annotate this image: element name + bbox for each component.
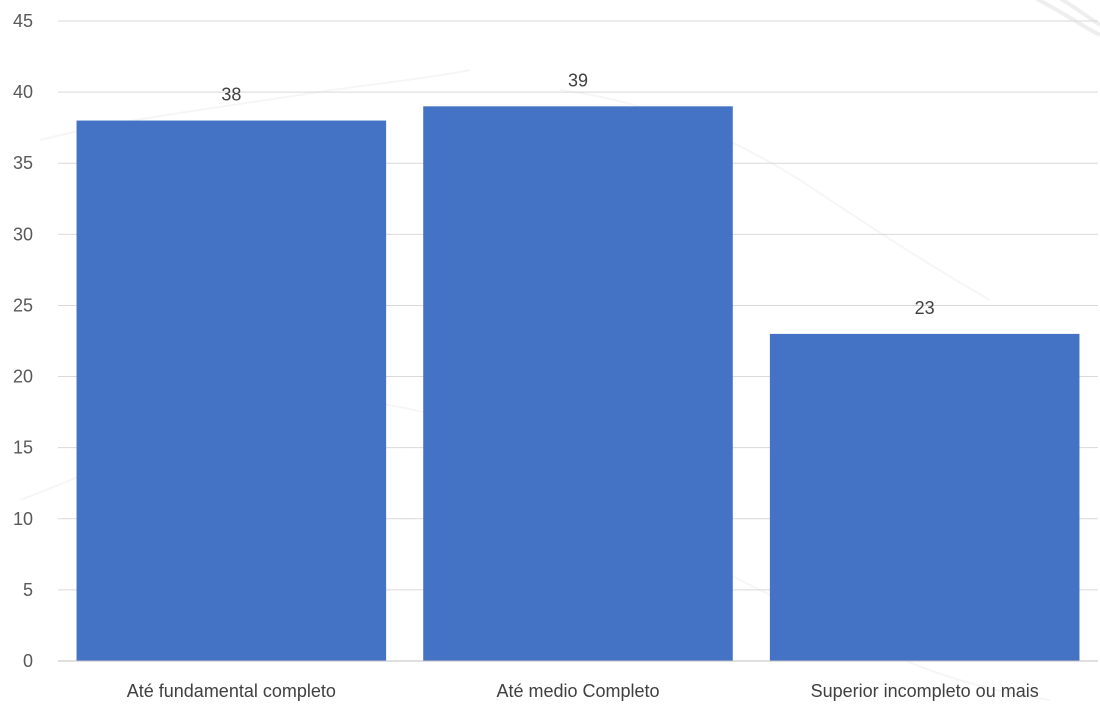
y-tick-label: 15 [13,438,33,458]
bars [76,106,1080,662]
bar [769,333,1080,661]
y-tick-label: 45 [13,11,33,31]
data-label: 39 [568,70,588,90]
bar [423,106,733,662]
y-axis-tick-labels: 0 5 10 15 20 25 30 35 40 45 [13,11,33,671]
bar [76,120,387,662]
y-tick-label: 20 [13,367,33,387]
y-tick-label: 35 [13,153,33,173]
y-tick-label: 30 [13,224,33,244]
x-category-label: Até fundamental completo [127,681,336,701]
x-category-label: Superior incompleto ou mais [811,681,1039,701]
x-axis-category-labels: Até fundamental completo Até medio Comple… [127,681,1039,701]
y-tick-label: 25 [13,295,33,315]
y-tick-label: 5 [23,580,33,600]
data-labels: 38 39 23 [221,70,934,318]
y-tick-label: 40 [13,82,33,102]
data-label: 23 [915,298,935,318]
data-label: 38 [221,85,241,105]
y-tick-label: 10 [13,509,33,529]
x-category-label: Até medio Completo [496,681,659,701]
y-tick-label: 0 [23,651,33,671]
